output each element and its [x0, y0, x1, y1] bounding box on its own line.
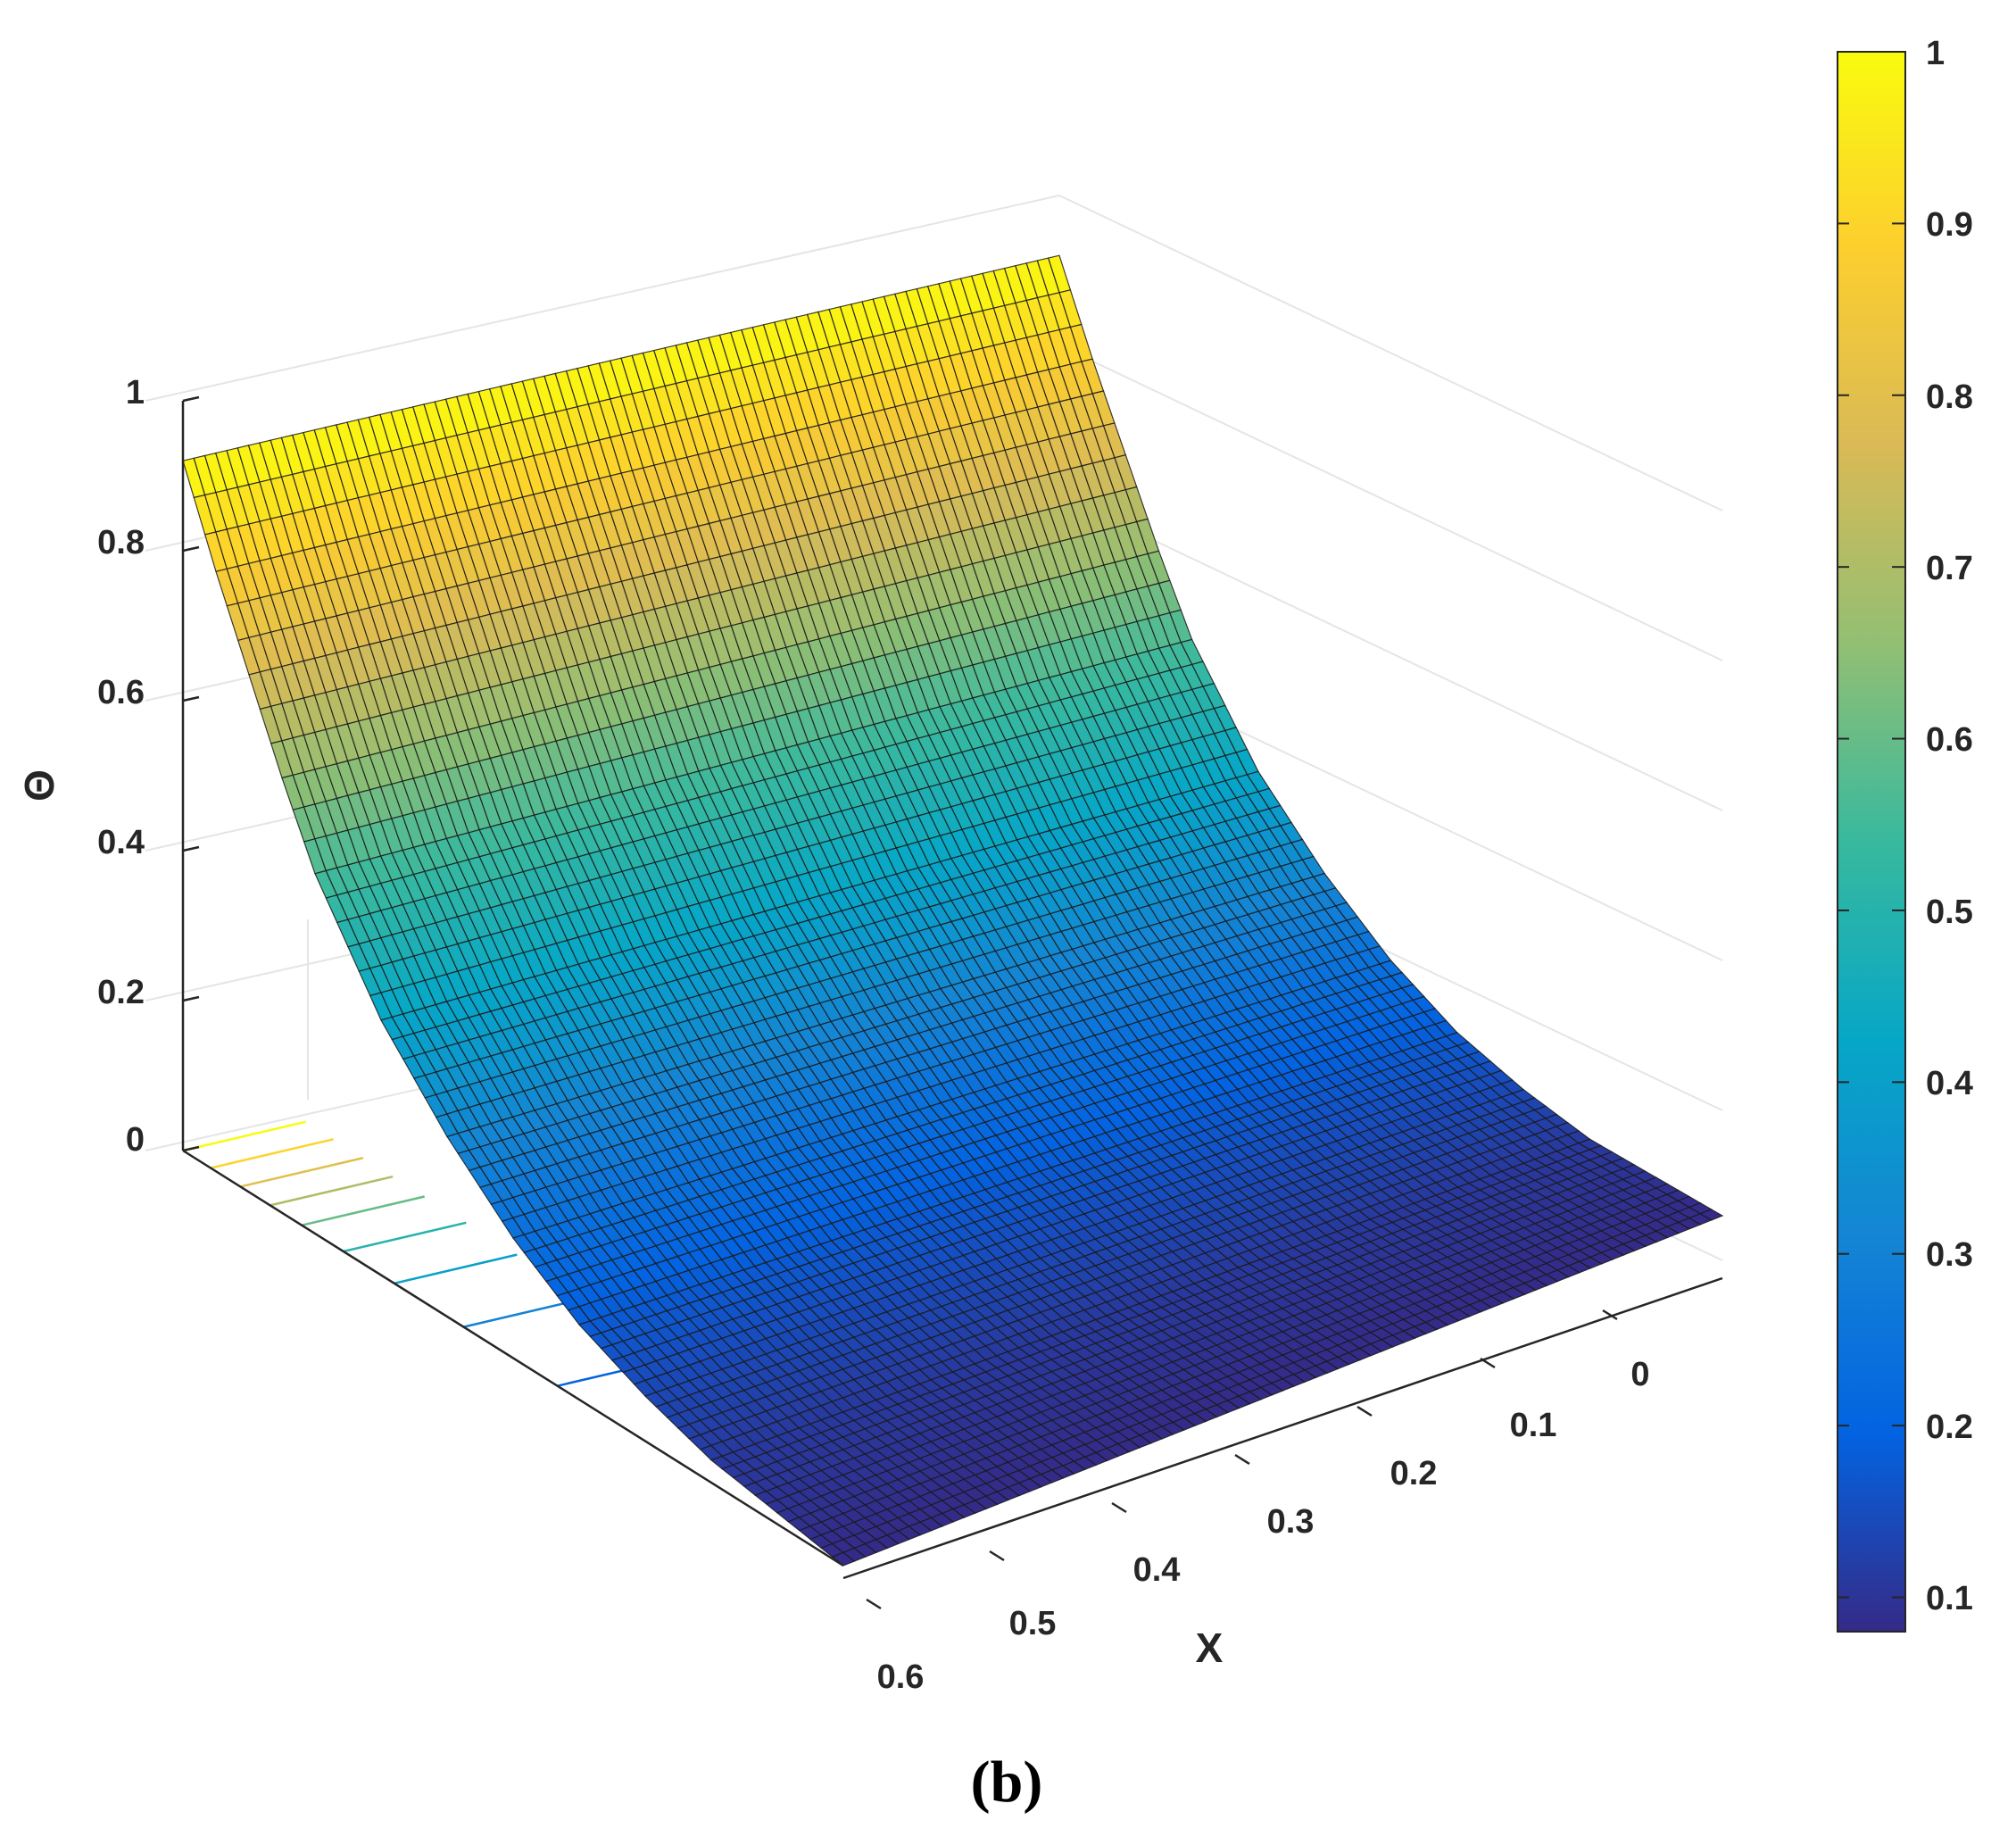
x-tick-mark: [866, 1598, 882, 1610]
z-tick-label: 0: [126, 1121, 145, 1159]
x-tick-label: 0.2: [1390, 1455, 1438, 1492]
floor-contour-line: [182, 1120, 306, 1152]
x-tick-label: 0.6: [877, 1658, 925, 1696]
colorbar-ticks: 0.1 0.2 0.3 0.4 0.5 0.6 0.7 0.8 0.9 1: [1926, 35, 1973, 1617]
x-tick-label: 0.5: [1009, 1605, 1057, 1642]
floor-contour-line: [240, 1157, 364, 1188]
z-tick-mark: [182, 695, 200, 702]
x-tick-label: 0.3: [1267, 1503, 1315, 1541]
grid-line: [145, 195, 1060, 402]
z-tick-mark: [182, 1145, 200, 1152]
colorbar-tick-label: 0.7: [1926, 550, 1973, 587]
figure-caption: (b): [971, 1749, 1043, 1815]
floor-contour-line: [301, 1195, 425, 1226]
colorbar: 0.1 0.2 0.3 0.4 0.5 0.6 0.7 0.8 0.9 1: [1837, 35, 1973, 1633]
x-tick-label: 0.4: [1133, 1551, 1181, 1589]
colorbar-tick-label: 0.9: [1926, 206, 1973, 244]
z-axis-ticks: 0 0.2 0.4 0.6 0.8 1: [97, 374, 145, 1159]
surface-mesh: [182, 254, 1724, 1567]
x-tick-label: 0: [1630, 1356, 1649, 1393]
grid-line: [1058, 195, 1723, 511]
colorbar-tick-label: 0.5: [1926, 893, 1973, 931]
floor-contour-line: [394, 1253, 518, 1285]
x-tick-mark: [1234, 1453, 1250, 1466]
z-tick-mark: [182, 995, 200, 1002]
colorbar-tick-label: 0.8: [1926, 378, 1973, 416]
colorbar-gradient: [1837, 51, 1906, 1633]
x-tick-mark: [1111, 1501, 1127, 1514]
colorbar-tick-label: 1: [1926, 35, 1945, 72]
colorbar-tick-label: 0.1: [1926, 1580, 1973, 1617]
colorbar-tick-label: 0.3: [1926, 1236, 1973, 1274]
z-axis-label: Θ: [16, 769, 62, 802]
z-tick-mark: [182, 845, 200, 852]
x-tick-label: 0.1: [1510, 1407, 1557, 1444]
z-tick-label: 0.2: [97, 974, 145, 1011]
floor-contour-line: [210, 1138, 334, 1169]
z-tick-mark: [182, 545, 200, 553]
floor-contour-line: [343, 1221, 467, 1253]
x-tick-mark: [1356, 1405, 1373, 1417]
grid-line: [1058, 494, 1723, 811]
colorbar-tick-label: 0.2: [1926, 1409, 1973, 1446]
floor-contour-line: [270, 1175, 394, 1207]
z-tick-mark: [182, 395, 200, 403]
z-tick-label: 0.6: [97, 674, 145, 711]
x-tick-mark: [1480, 1357, 1496, 1369]
colorbar-tick-label: 0.4: [1926, 1065, 1973, 1102]
x-tick-mark: [989, 1550, 1005, 1562]
grid-line: [1058, 345, 1723, 661]
colorbar-tick-label: 0.6: [1926, 721, 1973, 759]
x-axis-label: X: [1196, 1625, 1224, 1671]
z-tick-label: 0.4: [97, 824, 145, 861]
z-tick-label: 1: [126, 374, 145, 411]
z-tick-label: 0.8: [97, 524, 145, 561]
